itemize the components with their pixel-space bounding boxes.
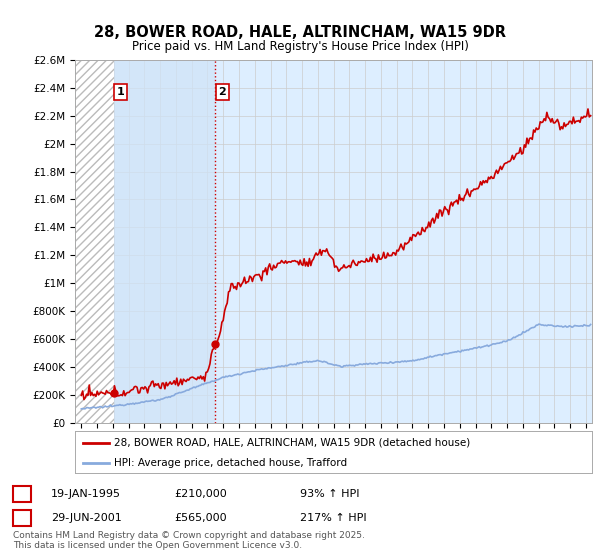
Text: 28, BOWER ROAD, HALE, ALTRINCHAM, WA15 9DR (detached house): 28, BOWER ROAD, HALE, ALTRINCHAM, WA15 9… (114, 438, 470, 448)
Text: 217% ↑ HPI: 217% ↑ HPI (300, 513, 367, 523)
Text: 93% ↑ HPI: 93% ↑ HPI (300, 489, 359, 499)
Bar (113, 60, 215, 423)
Text: Contains HM Land Registry data © Crown copyright and database right 2025.
This d: Contains HM Land Registry data © Crown c… (13, 530, 365, 550)
Text: 29-JUN-2001: 29-JUN-2001 (51, 513, 122, 523)
Text: 28, BOWER ROAD, HALE, ALTRINCHAM, WA15 9DR: 28, BOWER ROAD, HALE, ALTRINCHAM, WA15 9… (94, 25, 506, 40)
Text: Price paid vs. HM Land Registry's House Price Index (HPI): Price paid vs. HM Land Registry's House … (131, 40, 469, 53)
Text: 2: 2 (19, 513, 26, 523)
Text: 1: 1 (117, 87, 125, 97)
Text: 1: 1 (19, 489, 26, 499)
Text: £565,000: £565,000 (174, 513, 227, 523)
Text: 19-JAN-1995: 19-JAN-1995 (51, 489, 121, 499)
Text: HPI: Average price, detached house, Trafford: HPI: Average price, detached house, Traf… (114, 458, 347, 468)
Text: 2: 2 (218, 87, 226, 97)
Text: £210,000: £210,000 (174, 489, 227, 499)
Bar (75, 60, 113, 423)
